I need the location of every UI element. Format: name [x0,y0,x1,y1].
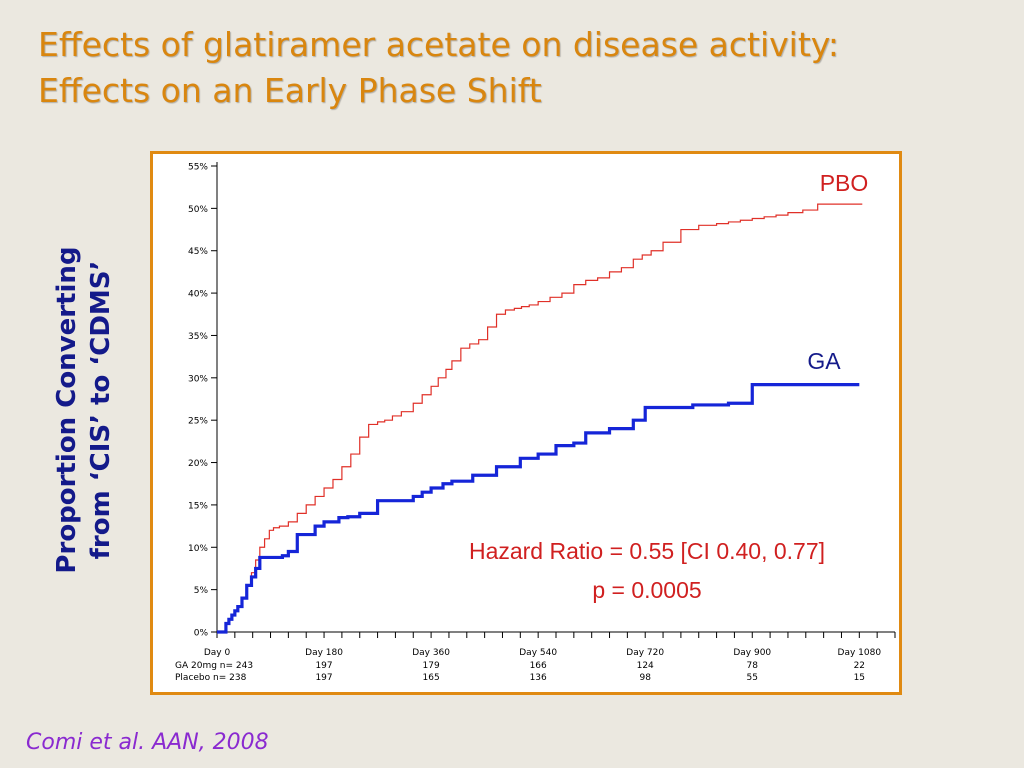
series-label-ga: GA [807,348,841,374]
kaplan-meier-chart: 0% 5% 10% 15% 20% 25% 30% 35% 40% 45% 50% 55% Day 0… [175,162,896,683]
risk-value: 98 [639,673,651,683]
y-tick-label: 5% [194,586,209,596]
risk-value: 78 [747,661,759,671]
x-tick-label: Day 720 [626,648,664,658]
y-tick-label: 10% [188,544,208,554]
y-tick-label: 40% [188,290,208,300]
x-tick-label: Day 0 [204,648,231,658]
y-tick-label: 50% [188,205,208,215]
hazard-ratio-text: Hazard Ratio = 0.55 [CI 0.40, 0.77] [469,538,825,564]
risk-value: 136 [530,673,547,683]
slide-title-line2: Effects on an Early Phase Shift [38,71,542,110]
y-tick-label: 30% [188,374,208,384]
y-tick-label: 20% [188,459,208,469]
risk-table: Day 0 Day 180 Day 360 Day 540 Day 720 Day 900… [175,648,881,683]
series-label-pbo: PBO [820,170,869,196]
y-tick-label: 15% [188,501,208,511]
y-tick-label: 0% [194,629,209,639]
citation: Comi et al. AAN, 2008 [26,730,269,755]
x-tick-label: Day 360 [412,648,450,658]
series-line-ga [217,382,860,634]
y-tick-label: 35% [188,332,208,342]
risk-value: 179 [423,661,440,671]
y-tick-label: 45% [188,247,208,257]
p-value-text: p = 0.0005 [592,577,701,603]
y-axis-label-line2: from ‘CIS’ to ‘CDMS’ [86,260,116,560]
risk-value: 15 [854,673,865,683]
risk-value: 166 [530,661,547,671]
risk-value: 197 [315,661,332,671]
series-line-pbo [217,203,863,633]
slide-title-line1: Effects of glatiramer acetate on disease… [38,25,840,64]
y-axis-label: Proportion Converting from ‘CIS’ to ‘CDM… [50,246,118,573]
risk-value: 165 [423,673,440,683]
x-tick-label: Day 1080 [838,648,882,658]
risk-row-label: Placebo n= 238 [175,673,247,683]
x-tick-label: Day 900 [733,648,771,658]
y-axis-label-area: Proportion Converting from ‘CIS’ to ‘CDM… [40,225,128,595]
citation-author: Comi [26,730,83,755]
chart-frame: 0% 5% 10% 15% 20% 25% 30% 35% 40% 45% 50% 55% Day 0… [150,151,902,695]
y-tick-label: 55% [188,163,208,173]
x-tick-label: Day 180 [305,648,343,658]
y-axis-label-line1: Proportion Converting [52,246,82,574]
risk-value: 124 [637,661,654,671]
slide-title: Effects of glatiramer acetate on disease… [38,22,998,114]
axes: 0% 5% 10% 15% 20% 25% 30% 35% 40% 45% 50% 55% [188,162,896,639]
annotations: PBO GA Hazard Ratio = 0.55 [CI 0.40, 0.7… [469,170,868,603]
x-tick-label: Day 540 [519,648,557,658]
series-layer [217,203,863,634]
risk-row-label: GA 20mg n= 243 [175,661,253,671]
risk-value: 55 [747,673,758,683]
citation-rest: et al. AAN, 2008 [82,730,269,755]
y-tick-label: 25% [188,417,208,427]
risk-value: 22 [854,661,865,671]
risk-value: 197 [315,673,332,683]
